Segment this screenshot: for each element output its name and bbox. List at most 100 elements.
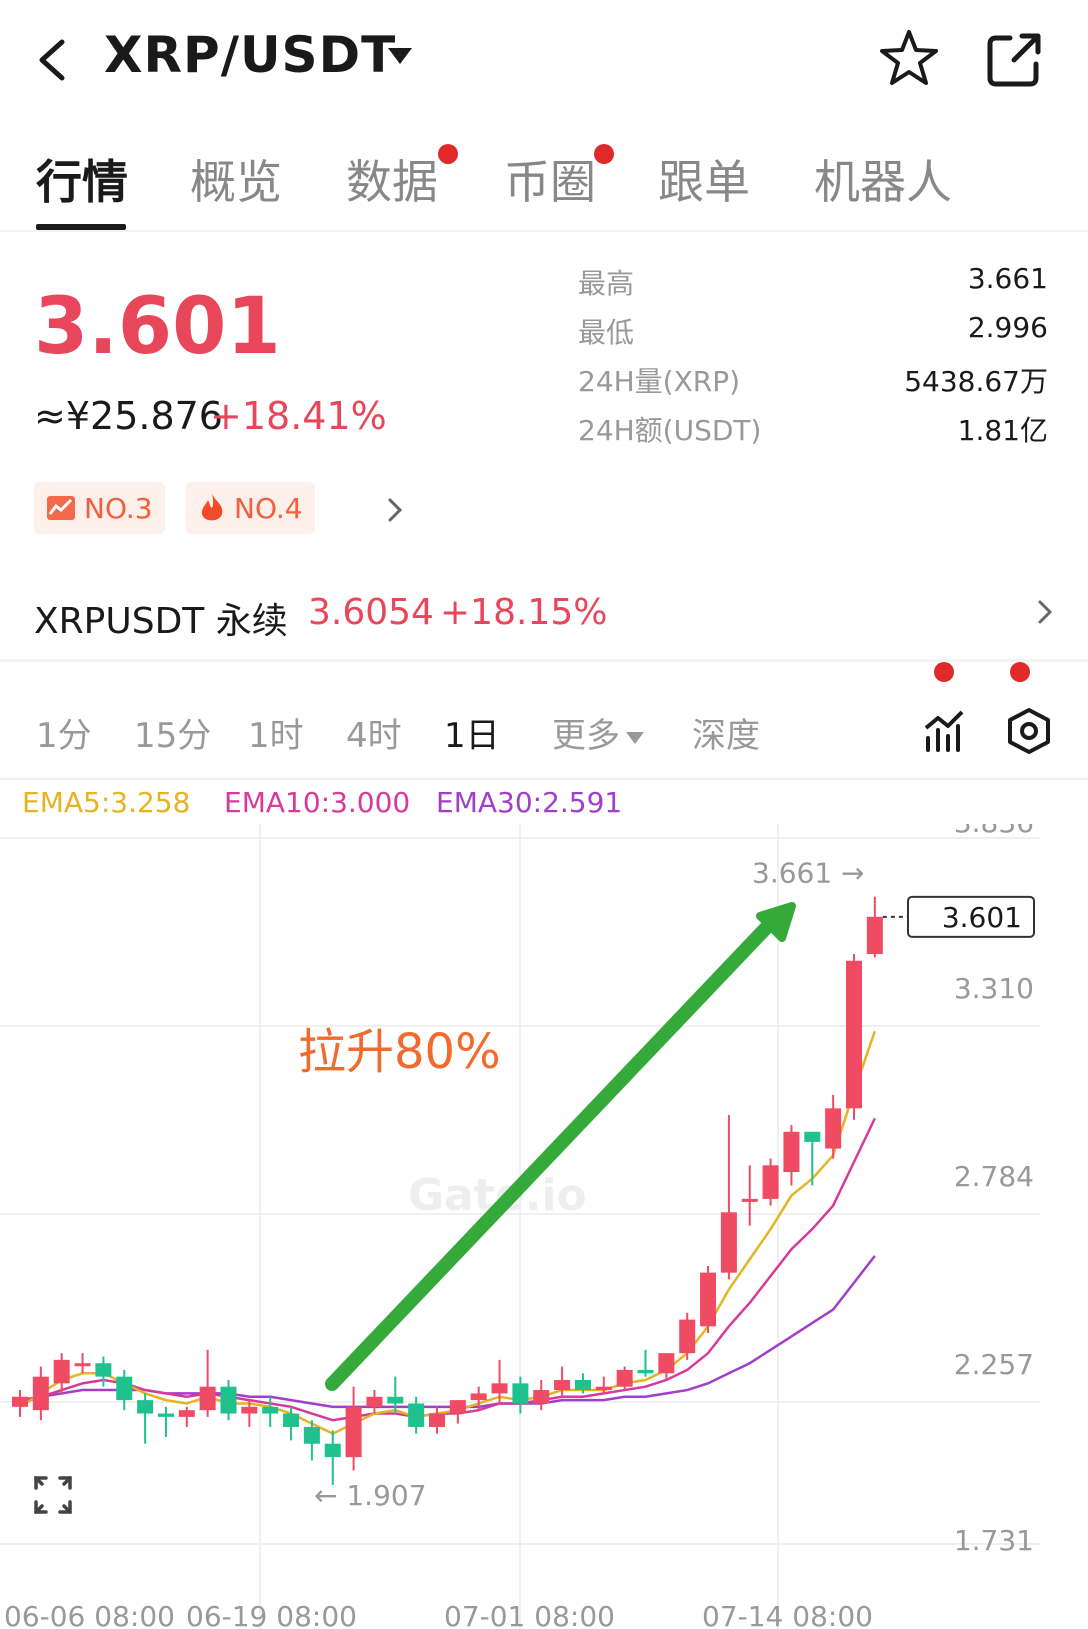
stat-high-value: 3.661 <box>967 262 1048 295</box>
candle-body <box>262 1406 279 1414</box>
candle-body <box>595 1386 612 1391</box>
interval-more[interactable]: 更多 <box>552 708 644 757</box>
stat-turnover-value: 1.81亿 <box>957 414 1048 447</box>
pair-title[interactable]: XRP/USDT <box>104 26 397 84</box>
candle-body <box>283 1413 300 1427</box>
candle-body <box>616 1369 633 1387</box>
candle-body <box>783 1131 800 1173</box>
candle-body <box>512 1383 529 1404</box>
indicator-icon[interactable] <box>920 706 968 754</box>
candle-body <box>387 1396 404 1404</box>
tab-market[interactable]: 行情 <box>36 155 128 209</box>
chevron-right-icon[interactable] <box>380 490 410 530</box>
price-change-percent: +18.41% <box>210 394 387 438</box>
settings-icon[interactable] <box>1004 706 1054 756</box>
perpetual-contract-row[interactable]: XRPUSDT 永续 3.6054 +18.15% <box>0 570 1088 662</box>
caret-down-icon[interactable] <box>384 40 424 80</box>
annotation-arrow-head <box>756 902 796 942</box>
star-icon[interactable] <box>876 26 942 92</box>
back-arrow-icon[interactable] <box>30 30 80 90</box>
candle-body <box>116 1376 133 1401</box>
candle-body <box>762 1165 779 1199</box>
candle-body <box>846 960 862 1109</box>
ema30-line <box>19 1255 876 1409</box>
x-tick-label: 07-14 08:00 <box>702 1600 873 1629</box>
candle-body <box>866 916 883 955</box>
tab-bots[interactable]: 机器人 <box>814 155 952 209</box>
interval-1h[interactable]: 1时 <box>248 716 304 756</box>
interval-more-label: 更多 <box>552 716 620 756</box>
ema-legend: EMA5:3.258 EMA10:3.000 EMA30:2.591 <box>0 782 1088 824</box>
candle-body <box>32 1376 49 1411</box>
candle-body <box>491 1383 508 1394</box>
stat-volume-label: 24H量(XRP) <box>578 365 741 398</box>
caret-down-icon <box>626 731 644 744</box>
y-tick-label: 3.836 <box>954 824 1034 839</box>
high-marker: 3.661 → <box>752 857 865 890</box>
cny-price: ≈¥25.876 <box>34 394 223 438</box>
candle-body <box>804 1131 821 1142</box>
candle-body <box>449 1400 466 1414</box>
notification-dot <box>594 144 614 164</box>
ema30-value: EMA30:2.591 <box>436 786 623 819</box>
rank-badge-hot[interactable]: NO.4 <box>186 482 315 534</box>
candle-body <box>658 1353 675 1374</box>
last-price-label: 3.601 <box>942 901 1022 934</box>
last-price: 3.601 <box>34 282 281 372</box>
interval-15m[interactable]: 15分 <box>134 716 212 756</box>
tab-data[interactable]: 数据 <box>346 155 438 209</box>
candle-body <box>637 1369 654 1374</box>
interval-selector: 1分 15分 1时 4时 1日 更多 深度 <box>0 680 1088 780</box>
candle-body <box>408 1403 425 1427</box>
stat-high-label: 最高 <box>578 267 635 300</box>
fire-icon <box>201 494 223 521</box>
interval-1m[interactable]: 1分 <box>36 716 92 756</box>
tab-overview[interactable]: 概览 <box>190 155 282 209</box>
candle-body <box>554 1379 571 1391</box>
annotation-text: 拉升80% <box>298 1024 501 1080</box>
annotation-arrow-shaft <box>325 921 773 1391</box>
stat-volume-value: 5438.67万 <box>904 365 1048 398</box>
active-tab-indicator <box>36 224 126 230</box>
stat-turnover-label: 24H额(USDT) <box>578 414 762 447</box>
candle-body <box>324 1443 341 1458</box>
candle-body <box>741 1198 758 1202</box>
notification-dot <box>438 144 458 164</box>
share-icon[interactable] <box>984 28 1046 90</box>
ema10-line <box>19 1117 876 1422</box>
candle-body <box>574 1379 591 1391</box>
badge-label: NO.3 <box>84 491 153 525</box>
y-tick-label: 2.784 <box>954 1160 1034 1193</box>
candle-body <box>366 1396 383 1407</box>
perpetual-price: 3.6054 <box>308 592 434 633</box>
chevron-right-icon <box>1038 600 1053 624</box>
candle-body <box>12 1396 28 1407</box>
candle-body <box>178 1410 195 1417</box>
notification-dot <box>1010 662 1030 682</box>
last-price-box <box>907 895 1035 938</box>
interval-4h[interactable]: 4时 <box>346 716 402 756</box>
ema5-line <box>19 1030 877 1436</box>
ema5-value: EMA5:3.258 <box>22 786 191 819</box>
tab-community[interactable]: 币圈 <box>504 155 596 209</box>
candle-body <box>157 1413 174 1417</box>
tab-copy-trading[interactable]: 跟单 <box>658 155 750 209</box>
candle-body <box>74 1363 91 1367</box>
depth-tab[interactable]: 深度 <box>692 716 760 756</box>
candle-body <box>137 1400 154 1414</box>
top-bar: XRP/USDT <box>0 0 1088 120</box>
main-tabs: 行情 概览 数据 币圈 跟单 机器人 <box>0 130 1088 232</box>
candle-body <box>679 1319 696 1354</box>
ema10-value: EMA10:3.000 <box>224 786 411 819</box>
fullscreen-icon[interactable] <box>34 1476 72 1514</box>
candle-body <box>825 1108 842 1149</box>
candle-body <box>95 1363 112 1377</box>
perpetual-change: +18.15% <box>440 592 608 633</box>
rank-badge-gainers[interactable]: NO.3 <box>34 482 165 534</box>
perpetual-name: XRPUSDT 永续 <box>34 601 288 642</box>
interval-1d[interactable]: 1日 <box>444 716 500 756</box>
x-tick-label: 07-01 08:00 <box>444 1600 615 1629</box>
candle-body <box>700 1272 717 1327</box>
candle-body <box>470 1393 487 1401</box>
